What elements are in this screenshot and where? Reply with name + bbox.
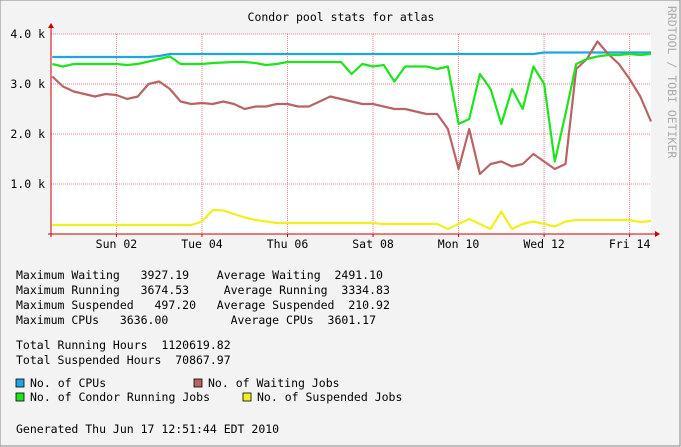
axis-arrow — [655, 231, 660, 237]
x-tick-label: Wed 12 — [523, 237, 565, 251]
legend-label: No. of Suspended Jobs — [257, 390, 402, 404]
watermark: RRDTOOL / TOBI OETIKER — [665, 6, 679, 158]
series-line — [52, 51, 651, 59]
legend-label: No. of Waiting Jobs — [208, 376, 340, 390]
legend-swatch — [15, 378, 25, 388]
series-line — [51, 40, 653, 176]
summary-line: Maximum Running 3674.53 Average Running … — [16, 283, 390, 297]
x-tick-label: Sun 02 — [96, 237, 138, 251]
legend-swatch — [193, 378, 203, 388]
x-tick-label: Tue 04 — [181, 237, 223, 251]
series-line — [52, 208, 652, 231]
y-tick-label: 4.0 k — [10, 27, 45, 41]
footer: Generated Thu Jun 17 12:51:44 EDT 2010 — [16, 422, 279, 436]
legend-label: No. of Condor Running Jobs — [30, 390, 210, 404]
x-tick-label: Fri 14 — [609, 237, 651, 251]
legend-label: No. of CPUs — [30, 376, 106, 390]
summary-line: Maximum Suspended 497.20 Average Suspend… — [16, 298, 390, 312]
y-tick-label: 1.0 k — [10, 177, 45, 191]
y-tick-label: 3.0 k — [10, 77, 45, 91]
summary-line: Total Running Hours 1120619.82 — [16, 338, 231, 352]
x-tick-label: Mon 10 — [438, 237, 480, 251]
summary-line: Maximum Waiting 3927.19 Average Waiting … — [16, 268, 383, 282]
chart-title: Condor pool stats for atlas — [248, 10, 435, 24]
axis-arrow — [48, 23, 54, 28]
legend-swatch — [15, 392, 25, 402]
x-tick-label: Sat 08 — [352, 237, 394, 251]
summary-line: Maximum CPUs 3636.00 Average CPUs 3601.1… — [16, 313, 376, 327]
y-tick-label: 2.0 k — [10, 127, 45, 141]
legend-swatch — [242, 392, 252, 402]
x-tick-label: Thu 06 — [267, 237, 309, 251]
summary-line: Total Suspended Hours 70867.97 — [16, 353, 231, 367]
series-line — [52, 52, 652, 163]
